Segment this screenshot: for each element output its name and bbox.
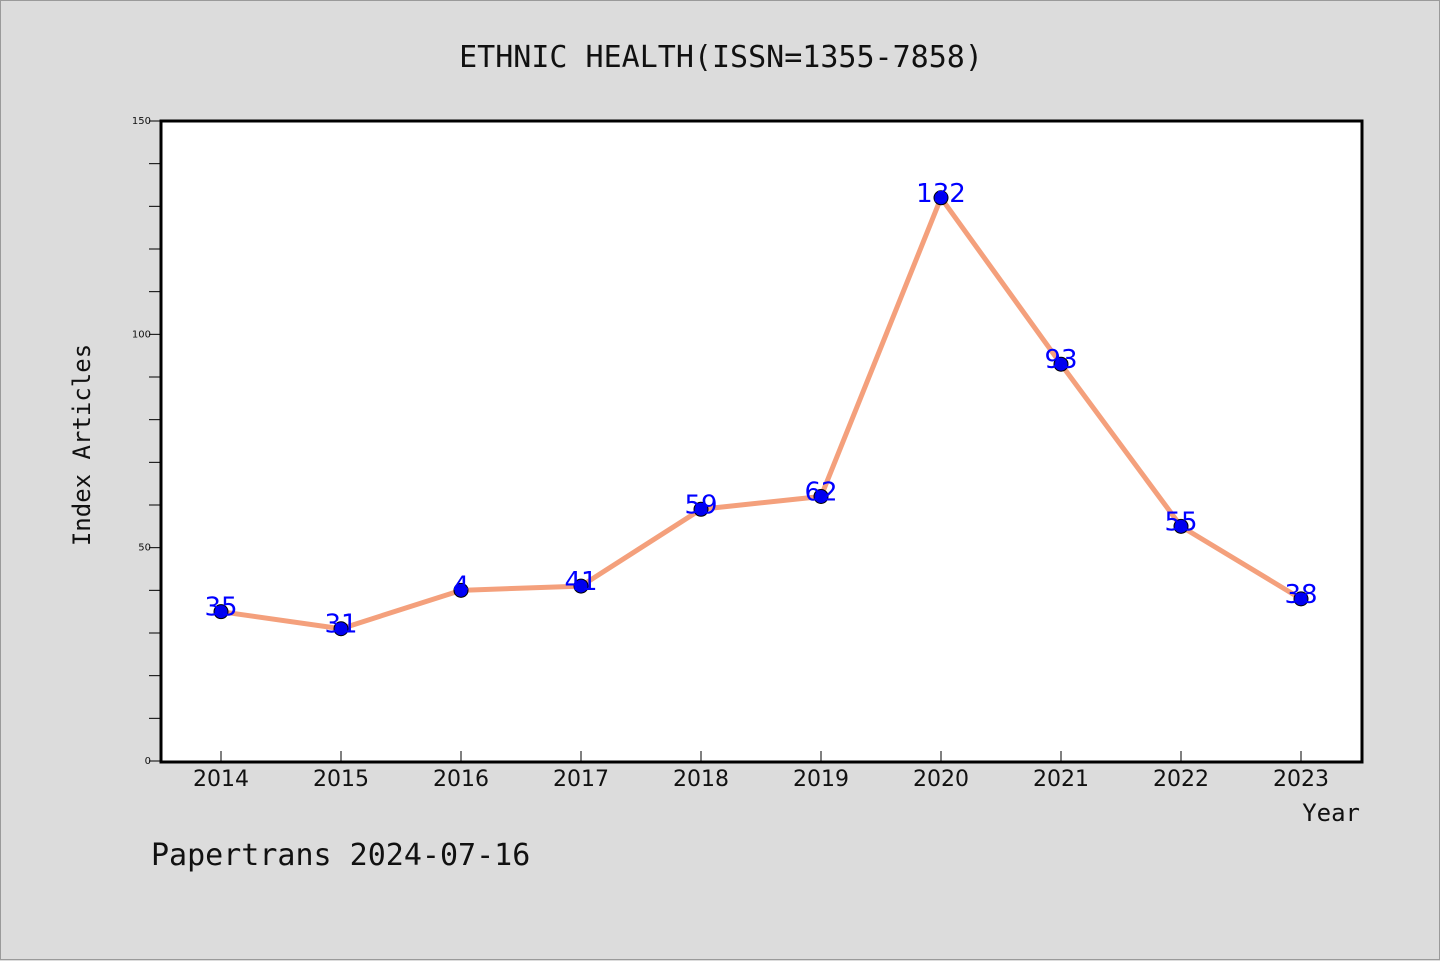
data-label: 55 <box>1164 507 1197 537</box>
x-tick-label: 2023 <box>1273 767 1329 792</box>
series-line <box>220 195 1303 632</box>
y-axis: 0 50 100 150 <box>132 116 161 767</box>
x-tick-label: 2014 <box>193 767 249 792</box>
data-point <box>573 578 589 594</box>
y-tick-label: 0 <box>145 756 151 767</box>
data-label: 38 <box>1284 580 1317 610</box>
data-point <box>453 582 469 598</box>
y-tick-label: 100 <box>132 329 151 340</box>
y-tick-label: 50 <box>138 543 151 554</box>
footer-watermark: Papertrans 2024-07-16 <box>151 838 530 873</box>
data-label: 93 <box>1044 345 1077 375</box>
data-label: 132 <box>916 179 966 209</box>
x-tick-label: 2019 <box>793 767 849 792</box>
data-label: 41 <box>564 567 597 597</box>
data-point <box>1173 518 1189 534</box>
data-label: 4 <box>453 571 470 601</box>
x-tick-label: 2020 <box>913 767 969 792</box>
x-tick-label: 2021 <box>1033 767 1089 792</box>
data-label: 35 <box>204 593 237 623</box>
plot-area <box>159 119 1364 764</box>
y-tick-label: 150 <box>132 116 151 127</box>
data-label: 59 <box>684 490 717 520</box>
series-index-articles <box>213 190 1309 637</box>
data-point <box>213 604 229 620</box>
data-point <box>333 621 349 637</box>
data-point <box>693 501 709 517</box>
x-axis-title: Year <box>1302 799 1360 827</box>
x-tick-label: 2017 <box>553 767 609 792</box>
data-point <box>813 488 829 504</box>
data-point <box>1293 591 1309 607</box>
chart-title: ETHNIC HEALTH(ISSN=1355-7858) <box>459 40 983 75</box>
data-labels: 35 31 4 41 59 62 132 93 55 38 <box>204 179 1317 640</box>
data-label: 31 <box>324 610 357 640</box>
x-tick-label: 2015 <box>313 767 369 792</box>
data-point <box>1053 356 1069 372</box>
x-axis: 2014 2015 2016 2017 2018 2019 2020 2021 2022 2023 <box>193 751 1329 792</box>
x-tick-label: 2016 <box>433 767 489 792</box>
y-axis-title: Index Articles <box>68 344 96 546</box>
data-label: 62 <box>804 477 837 507</box>
x-tick-label: 2018 <box>673 767 729 792</box>
data-point <box>933 190 949 206</box>
x-tick-label: 2022 <box>1153 767 1209 792</box>
